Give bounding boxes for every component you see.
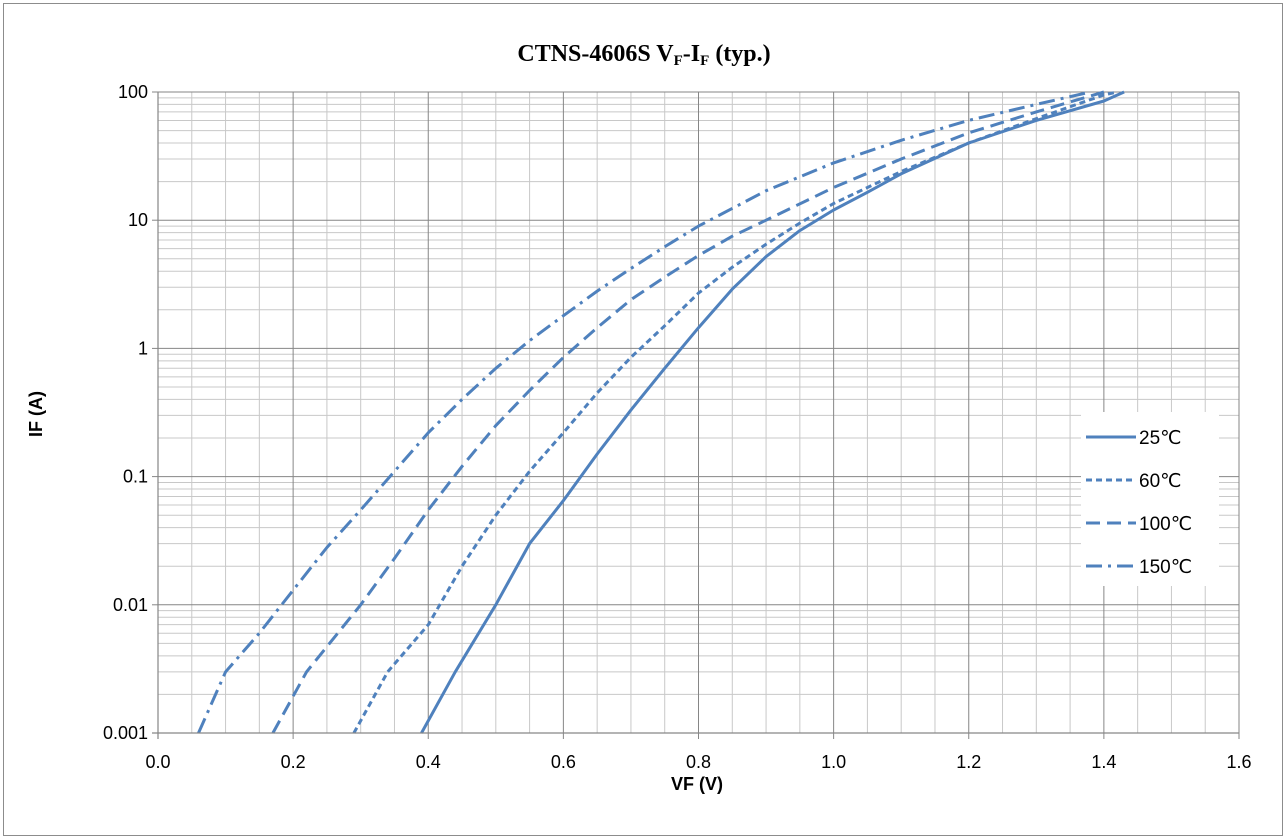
chart-title-subscript-2: F [700,53,709,69]
x-tick-label: 0.6 [551,752,576,772]
x-tick-label: 0.0 [145,752,170,772]
y-tick-label: 0.01 [113,595,148,615]
chart-title-mid: -I [683,41,700,67]
y-tick-label: 10 [128,210,148,230]
chart-title-tail: (typ.) [709,41,770,67]
y-tick-label: 0.001 [103,723,148,743]
legend: 25℃ 60℃ 100℃ 150℃ [1081,412,1219,586]
grid [157,91,1240,734]
series-lines [197,90,1125,734]
y-tick-label: 0.1 [123,467,148,487]
legend-label: 25℃ [1139,428,1181,449]
chart-title-main: CTNS-4606S V [517,41,674,67]
y-axis-label: IF (A) [26,391,46,437]
x-tick-label: 1.4 [1091,752,1116,772]
legend-label: 150℃ [1139,557,1192,578]
axes: 0.0 0.2 0.4 0.6 0.8 1.0 1.2 1.4 1.6 0.001 0.01 0.1 1… [103,82,1252,772]
chart-title: CTNS-4606S VF-IF (typ.) [517,41,770,69]
x-tick-label: 0.4 [416,752,441,772]
x-tick-label: 1.6 [1226,752,1251,772]
legend-label: 100℃ [1139,514,1192,535]
series-line-1 [420,90,1125,734]
chart-svg: CTNS-4606S VF-IF (typ.) 0.0 0.2 0.4 0.6 0.8 1… [26,41,1252,794]
x-tick-label: 0.8 [686,752,711,772]
x-tick-label: 1.0 [821,752,846,772]
series-line-2 [352,90,1118,734]
y-tick-label: 100 [118,82,148,102]
legend-box [1081,412,1219,586]
legend-label: 60℃ [1139,471,1181,492]
chart-title-subscript-1: F [674,53,683,69]
series-line-3 [271,90,1105,734]
x-tick-label: 1.2 [956,752,981,772]
chart-frame: CTNS-4606S VF-IF (typ.) 0.0 0.2 0.4 0.6 0.8 1… [3,3,1283,836]
x-axis-label: VF (V) [671,774,723,794]
y-tick-label: 1 [138,338,148,358]
x-tick-label: 0.2 [281,752,306,772]
series-line-4 [197,90,1091,734]
